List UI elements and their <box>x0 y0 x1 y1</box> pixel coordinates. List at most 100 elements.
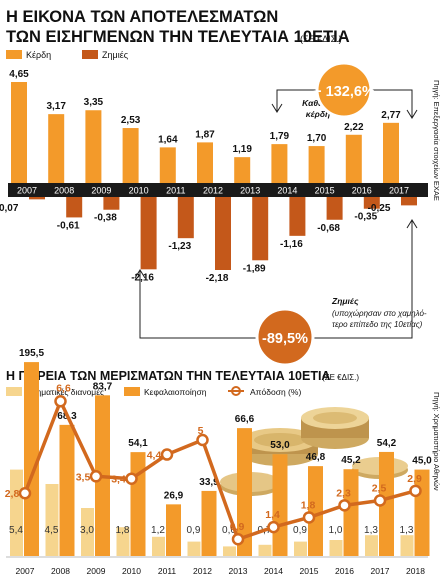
loss-value-label: -0,35 <box>354 212 377 223</box>
yield-value-label: 3,5 <box>76 471 91 483</box>
year-tick-label: 2007 <box>16 566 35 576</box>
year-axis-band <box>8 183 428 197</box>
yield-point <box>302 511 316 524</box>
distribution-value-label: 1,3 <box>364 525 378 536</box>
profit-bar <box>383 122 399 183</box>
capitalization-bar <box>343 469 359 556</box>
capitalization-bar <box>272 454 288 556</box>
year-tick-label: 2018 <box>406 566 425 576</box>
capitalization-value-label: 33,9 <box>199 477 219 488</box>
capitalization-value-label: 66,6 <box>235 414 255 425</box>
legend-swatch-capitalization <box>124 387 140 396</box>
loss-bar <box>252 197 269 261</box>
chart1-plot: 4,65 -0,07 2007 3,17 -0,61 2008 3,35 -0,38 2009 2… <box>0 69 428 284</box>
loss-bar <box>363 197 380 209</box>
year-tick-label: 2009 <box>91 186 111 196</box>
legend-label-yield: Απόδοση (%) <box>250 387 301 397</box>
distribution-value-label: 0,9 <box>187 525 201 536</box>
distribution-bar <box>10 469 23 556</box>
loss-note-line2: τερο επίπεδο της 10ετίας) <box>332 320 423 329</box>
loss-value-label: -1,89 <box>243 263 266 274</box>
year-tick-label: 2012 <box>193 566 212 576</box>
yield-point <box>231 532 245 546</box>
loss-arrow-line-right <box>310 220 413 339</box>
loss-bar <box>215 197 231 270</box>
legend-swatch-distributions <box>6 387 22 396</box>
capitalization-value-label: 54,2 <box>377 438 397 449</box>
year-tick-label: 2011 <box>158 566 177 576</box>
year-tick-label: 2015 <box>315 186 335 196</box>
profit-bar <box>159 147 176 183</box>
loss-bar <box>401 197 417 206</box>
chart1-legend: Κέρδη Ζημιές <box>6 50 129 60</box>
loss-change-bubble <box>255 307 315 367</box>
year-tick-label: 2013 <box>240 186 260 196</box>
profit-value-label: 3,35 <box>84 97 104 108</box>
profit-value-label: 1,79 <box>270 131 290 142</box>
loss-value-label: -0,61 <box>57 220 80 231</box>
capitalization-bar <box>166 504 181 556</box>
year-tick-label: 2017 <box>371 566 390 576</box>
legend-label-profits: Κέρδη <box>26 50 51 60</box>
loss-arrow-head-right <box>406 219 418 229</box>
chart1-title: Η ΕΙΚΟΝΑ ΤΩΝ ΑΠΟΤΕΛΕΣΜΑΤΩΝ <box>6 8 278 26</box>
legend-swatch-profits <box>6 50 22 59</box>
profit-value-label: 2,53 <box>121 115 141 126</box>
distribution-value-label: 1,8 <box>116 525 130 536</box>
distribution-value-label: 0,6 <box>222 525 236 536</box>
profit-arrow-head-left <box>271 103 283 113</box>
profit-bar <box>85 110 102 183</box>
loss-bar <box>140 197 157 270</box>
distribution-bar <box>45 484 59 556</box>
yield-point <box>338 499 351 512</box>
profit-value-label: 2,77 <box>381 110 401 121</box>
capitalization-value-label: 45,0 <box>412 456 432 467</box>
distribution-value-label: 1,0 <box>329 525 343 536</box>
year-tick-label: 2010 <box>129 186 149 196</box>
loss-bar <box>29 197 45 200</box>
distribution-value-label: 1,2 <box>151 525 165 536</box>
yield-point <box>18 486 32 500</box>
loss-value-label: -1,16 <box>280 239 303 250</box>
yield-point <box>89 470 103 483</box>
capitalization-value-label: 54,1 <box>128 438 148 449</box>
distribution-bar <box>400 535 414 556</box>
year-tick-label: 2009 <box>87 566 106 576</box>
profit-bar <box>122 128 139 183</box>
chart2-title: Η ΠΟΡΕΙΑ ΤΩΝ ΜΕΡΙΣΜΑΤΩΝ ΤΗΝ ΤΕΛΕΥΤΑΙΑ 10… <box>6 369 330 383</box>
capitalization-value-label: 26,9 <box>164 490 184 501</box>
capitalization-bar <box>130 452 146 556</box>
year-tick-label: 2007 <box>17 186 37 196</box>
yield-value-label: 2,3 <box>336 487 351 499</box>
year-tick-label: 2010 <box>122 566 141 576</box>
distribution-bar <box>223 546 236 556</box>
loss-value-label: -0,38 <box>94 213 117 224</box>
capitalization-bar <box>24 362 39 556</box>
yield-point <box>409 484 422 498</box>
loss-value-label: -1,23 <box>168 241 191 252</box>
legend-label-losses: Ζημιές <box>102 50 129 60</box>
loss-value-label: -2,16 <box>131 272 154 283</box>
capitalization-value-label: 195,5 <box>19 348 44 359</box>
year-tick-label: 2014 <box>277 186 297 196</box>
yield-point <box>125 472 138 485</box>
profit-label-line1: Καθαρά <box>302 98 334 108</box>
profit-arrow-line-right <box>370 89 413 118</box>
year-tick-label: 2015 <box>300 566 319 576</box>
profit-arrow-head-right <box>406 109 418 119</box>
capitalization-value-label: 45,2 <box>341 455 361 466</box>
distribution-bar <box>152 536 165 556</box>
loss-bar <box>177 197 194 239</box>
loss-arrow-line-left <box>139 270 260 339</box>
profit-change-bubble <box>315 61 373 119</box>
profit-bar <box>308 146 325 183</box>
year-tick-label: 2012 <box>203 186 223 196</box>
capitalization-bar <box>237 428 252 556</box>
capitalization-bar <box>308 466 323 556</box>
loss-bar <box>326 197 343 220</box>
capitalization-value-label: 53,0 <box>270 440 290 451</box>
profit-value-label: 4,65 <box>9 69 29 80</box>
yield-value-label: 3,4 <box>111 474 126 486</box>
loss-value-label: -0,07 <box>0 203 19 214</box>
